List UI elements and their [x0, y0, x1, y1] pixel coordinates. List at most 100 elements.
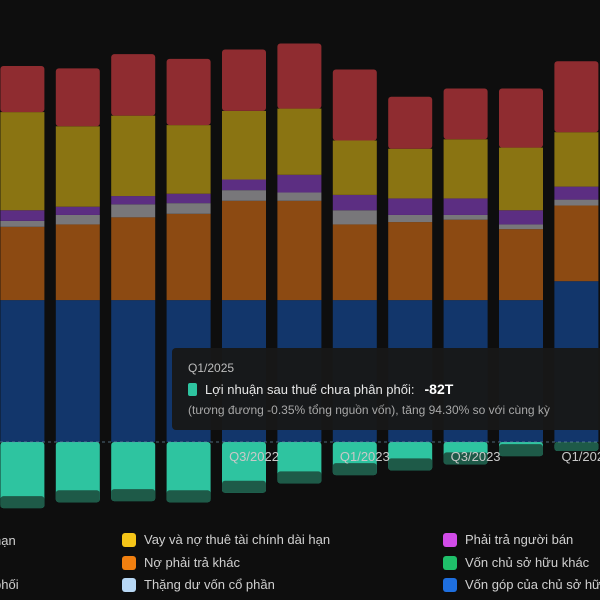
bar-segment-long_debt: [499, 147, 543, 211]
bar-segment-short_debt: [222, 49, 266, 111]
bar-segment-other_liab: [332, 224, 377, 301]
bar-segment-share_premium: [0, 220, 45, 227]
bar-segment-long_debt: [111, 115, 156, 197]
bar-segment-long_debt: [277, 108, 322, 175]
bar-segment-short_debt: [554, 61, 599, 133]
chart-canvas: Q3/2022Q1/2023Q3/2023Q1/2024Q3/2024Q1/20…: [0, 43, 600, 509]
bar-segment-contrib: [55, 300, 100, 442]
bar-segment-base: [55, 490, 100, 503]
bar-segment-short_debt: [277, 43, 322, 109]
tooltip-series-row: Lợi nhuận sau thuế chưa phân phối: -82T: [188, 381, 596, 397]
bar-segment-share_premium: [222, 190, 266, 201]
bar-segment-payables: [554, 186, 599, 200]
bar-segment-other_liab: [499, 229, 543, 301]
bar-segment-short_debt: [55, 68, 100, 127]
bar-segment-base: [443, 452, 488, 465]
bar-segment-short_debt: [388, 96, 433, 149]
bar-segment-share_premium: [499, 224, 543, 230]
bar-segment-base: [554, 441, 599, 451]
bar-segment-other_liab: [222, 200, 266, 301]
bar-segment-base: [0, 496, 45, 509]
bar-segment-share_premium: [443, 214, 488, 220]
legend-swatch: [122, 555, 136, 570]
bar-segment-short_debt: [443, 88, 488, 140]
bar-segment-share_premium: [332, 210, 377, 225]
bar-segment-short_debt: [499, 88, 543, 148]
bar-segment-other_liab: [388, 222, 433, 301]
tooltip-detail: (tương đương -0.35% tổng nguồn vốn), tăn…: [188, 403, 550, 417]
bar-segment-short_debt: [0, 66, 45, 113]
bar-segment-long_debt: [388, 148, 433, 199]
chart-legend: hạn Vay và nợ thuê tài chính dài hạn Phả…: [0, 520, 600, 600]
legend-item-short-term-debt[interactable]: hạn: [0, 533, 16, 548]
bar-segment-other_liab: [554, 205, 599, 282]
bar-segment-retained: [222, 441, 266, 493]
bar-segment-retained: [111, 441, 156, 502]
bar-segment-other_liab: [111, 217, 156, 301]
legend-swatch: [122, 577, 136, 592]
x-tick-label: Q3/2023: [451, 449, 501, 464]
bar-segment-payables: [388, 198, 433, 215]
bar-segment-payables: [222, 179, 266, 191]
bar-segment-payables: [55, 206, 100, 215]
bar-segment-payables: [111, 196, 156, 205]
bar-segment-payables: [332, 194, 377, 211]
bar-segment-retained: [55, 441, 100, 503]
bar-segment-retained: [166, 441, 211, 503]
bar-segment-long_debt: [166, 125, 211, 194]
bar-segment-other_liab: [277, 200, 322, 301]
legend-item-owner-capital[interactable]: Vốn góp của chủ sở hữu: [443, 577, 600, 592]
bar-segment-share_premium: [111, 204, 156, 218]
bar-segment-payables: [443, 198, 488, 215]
legend-item-retained-earnings[interactable]: phối: [0, 577, 19, 592]
tooltip-series-swatch: [188, 382, 197, 396]
chart-tooltip: Q1/2025 Lợi nhuận sau thuế chưa phân phố…: [172, 348, 600, 430]
bar-segment-other_liab: [55, 224, 100, 301]
bar-segment-short_debt: [166, 58, 211, 126]
tooltip-period: Q1/2025: [188, 361, 235, 375]
legend-item-long-term-debt[interactable]: Vay và nợ thuê tài chính dài hạn: [122, 532, 330, 547]
bar-segment-payables: [277, 174, 322, 193]
bar-segment-long_debt: [443, 139, 488, 199]
tooltip-series-value: -82T: [424, 381, 454, 397]
bar-segment-contrib: [111, 300, 156, 442]
bar-segment-short_debt: [332, 69, 377, 141]
bar-segment-share_premium: [166, 203, 211, 214]
bar-segment-retained: [0, 441, 45, 509]
bar-segment-payables: [0, 210, 45, 221]
bar-segment-long_debt: [222, 110, 266, 180]
legend-swatch: [443, 577, 457, 592]
legend-item-payables[interactable]: Phải trả người bán: [443, 532, 573, 547]
bar-segment-payables: [499, 210, 543, 225]
bar-segment-base: [332, 463, 377, 476]
bar-segment-short_debt: [111, 54, 156, 116]
bar-segment-long_debt: [332, 140, 377, 195]
bar-segment-share_premium: [55, 214, 100, 225]
legend-item-other-liabilities[interactable]: Nợ phải trả khác: [122, 555, 240, 570]
bar-segment-long_debt: [55, 126, 100, 207]
bar-segment-other_liab: [0, 226, 45, 301]
bar-segment-base: [166, 490, 211, 503]
bar-segment-base: [499, 444, 543, 457]
bar-segment-other_liab: [443, 219, 488, 301]
x-tick-label: Q3/2022: [229, 449, 279, 464]
x-tick-label: Q1/2024: [561, 449, 600, 464]
bar-segment-base: [277, 471, 322, 484]
bar-segment-long_debt: [0, 112, 45, 211]
tooltip-series-name: Lợi nhuận sau thuế chưa phân phối:: [205, 381, 415, 397]
legend-item-share-premium[interactable]: Thặng dư vốn cổ phần: [122, 577, 275, 592]
x-tick-label: Q1/2023: [340, 449, 390, 464]
bar-segment-base: [388, 458, 433, 471]
stacked-bar-chart: Q3/2022Q1/2023Q3/2023Q1/2024Q3/2024Q1/20…: [0, 43, 600, 509]
bar-segment-payables: [166, 193, 211, 204]
bar-segment-contrib: [0, 300, 45, 442]
bar-segment-share_premium: [388, 214, 433, 223]
bar-segment-share_premium: [277, 192, 322, 201]
legend-swatch: [443, 532, 457, 547]
legend-swatch: [122, 532, 136, 547]
legend-item-other-equity[interactable]: Vốn chủ sở hữu khác: [443, 555, 589, 570]
bar-segment-share_premium: [554, 199, 599, 206]
bar-segment-other_liab: [166, 213, 211, 301]
legend-swatch: [443, 555, 457, 570]
bar-segment-base: [222, 480, 266, 493]
